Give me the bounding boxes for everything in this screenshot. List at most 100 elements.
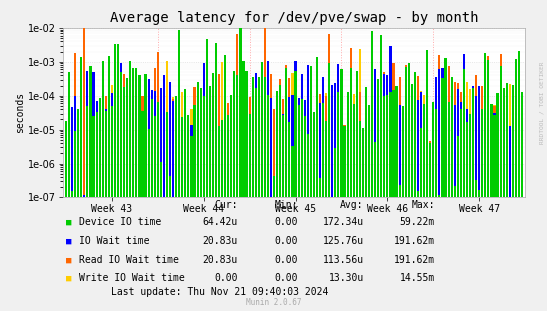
Bar: [353, 140, 355, 311]
Bar: [248, 197, 251, 311]
Bar: [190, 109, 193, 311]
Bar: [301, 99, 302, 311]
Y-axis label: seconds: seconds: [15, 92, 25, 133]
Bar: [319, 110, 321, 311]
Bar: [463, 125, 465, 311]
Bar: [288, 97, 290, 311]
Bar: [202, 96, 205, 311]
Bar: [163, 197, 165, 311]
Bar: [334, 105, 336, 311]
Bar: [298, 98, 300, 311]
Bar: [426, 136, 428, 311]
Bar: [200, 114, 202, 311]
Bar: [313, 197, 315, 311]
Bar: [129, 76, 131, 311]
Bar: [356, 72, 358, 311]
Text: Read IO Wait time: Read IO Wait time: [79, 255, 179, 265]
Bar: [386, 75, 388, 311]
Bar: [292, 197, 294, 311]
Bar: [438, 86, 440, 311]
Bar: [196, 82, 199, 311]
Bar: [218, 126, 220, 311]
Bar: [399, 77, 401, 311]
Bar: [74, 53, 76, 311]
Bar: [490, 116, 492, 311]
Bar: [233, 71, 235, 311]
Bar: [286, 65, 287, 311]
Bar: [221, 125, 223, 311]
Bar: [518, 115, 520, 311]
Text: Min:: Min:: [275, 200, 298, 210]
Bar: [457, 133, 459, 311]
Bar: [337, 127, 340, 311]
Bar: [359, 49, 361, 311]
Bar: [279, 132, 281, 311]
Bar: [71, 107, 73, 311]
Bar: [126, 111, 128, 311]
Bar: [166, 197, 168, 311]
Bar: [258, 132, 260, 311]
Bar: [196, 117, 199, 311]
Bar: [65, 121, 67, 311]
Bar: [123, 112, 125, 311]
Bar: [187, 130, 189, 311]
Bar: [344, 128, 346, 311]
Bar: [129, 121, 131, 311]
Bar: [169, 176, 171, 311]
Bar: [111, 93, 113, 311]
Bar: [478, 190, 480, 311]
Text: 125.76u: 125.76u: [323, 236, 364, 246]
Bar: [481, 117, 484, 311]
Bar: [282, 100, 284, 311]
Bar: [497, 93, 499, 311]
Bar: [518, 51, 520, 311]
Bar: [395, 134, 398, 311]
Bar: [307, 65, 309, 311]
Bar: [98, 104, 101, 311]
Bar: [114, 104, 116, 311]
Bar: [466, 81, 468, 311]
Bar: [328, 126, 330, 311]
Bar: [108, 56, 110, 311]
Bar: [261, 129, 263, 311]
Bar: [129, 61, 131, 311]
Text: 0.00: 0.00: [275, 255, 298, 265]
Bar: [518, 112, 520, 311]
Bar: [447, 102, 450, 311]
Bar: [292, 95, 294, 311]
Bar: [515, 103, 517, 311]
Bar: [157, 52, 159, 311]
Bar: [184, 106, 187, 311]
Bar: [68, 106, 70, 311]
Bar: [246, 126, 248, 311]
Bar: [86, 193, 89, 311]
Bar: [206, 39, 208, 311]
Bar: [490, 104, 492, 311]
Bar: [148, 93, 150, 311]
Bar: [438, 55, 440, 311]
Bar: [80, 57, 83, 311]
Bar: [294, 71, 296, 311]
Bar: [298, 98, 300, 311]
Bar: [166, 197, 168, 311]
Bar: [132, 115, 135, 311]
Bar: [200, 104, 202, 311]
Bar: [392, 90, 394, 311]
Bar: [386, 95, 388, 311]
Bar: [83, 195, 85, 311]
Bar: [80, 125, 83, 311]
Bar: [129, 130, 131, 311]
Bar: [187, 117, 189, 311]
Text: Munin 2.0.67: Munin 2.0.67: [246, 298, 301, 307]
Bar: [362, 130, 364, 311]
Bar: [126, 115, 128, 311]
Bar: [286, 131, 287, 311]
Bar: [328, 63, 330, 311]
Bar: [77, 120, 79, 311]
Bar: [405, 197, 407, 311]
Bar: [190, 125, 193, 311]
Bar: [499, 54, 502, 311]
Bar: [96, 197, 98, 311]
Bar: [144, 106, 147, 311]
Bar: [362, 139, 364, 311]
